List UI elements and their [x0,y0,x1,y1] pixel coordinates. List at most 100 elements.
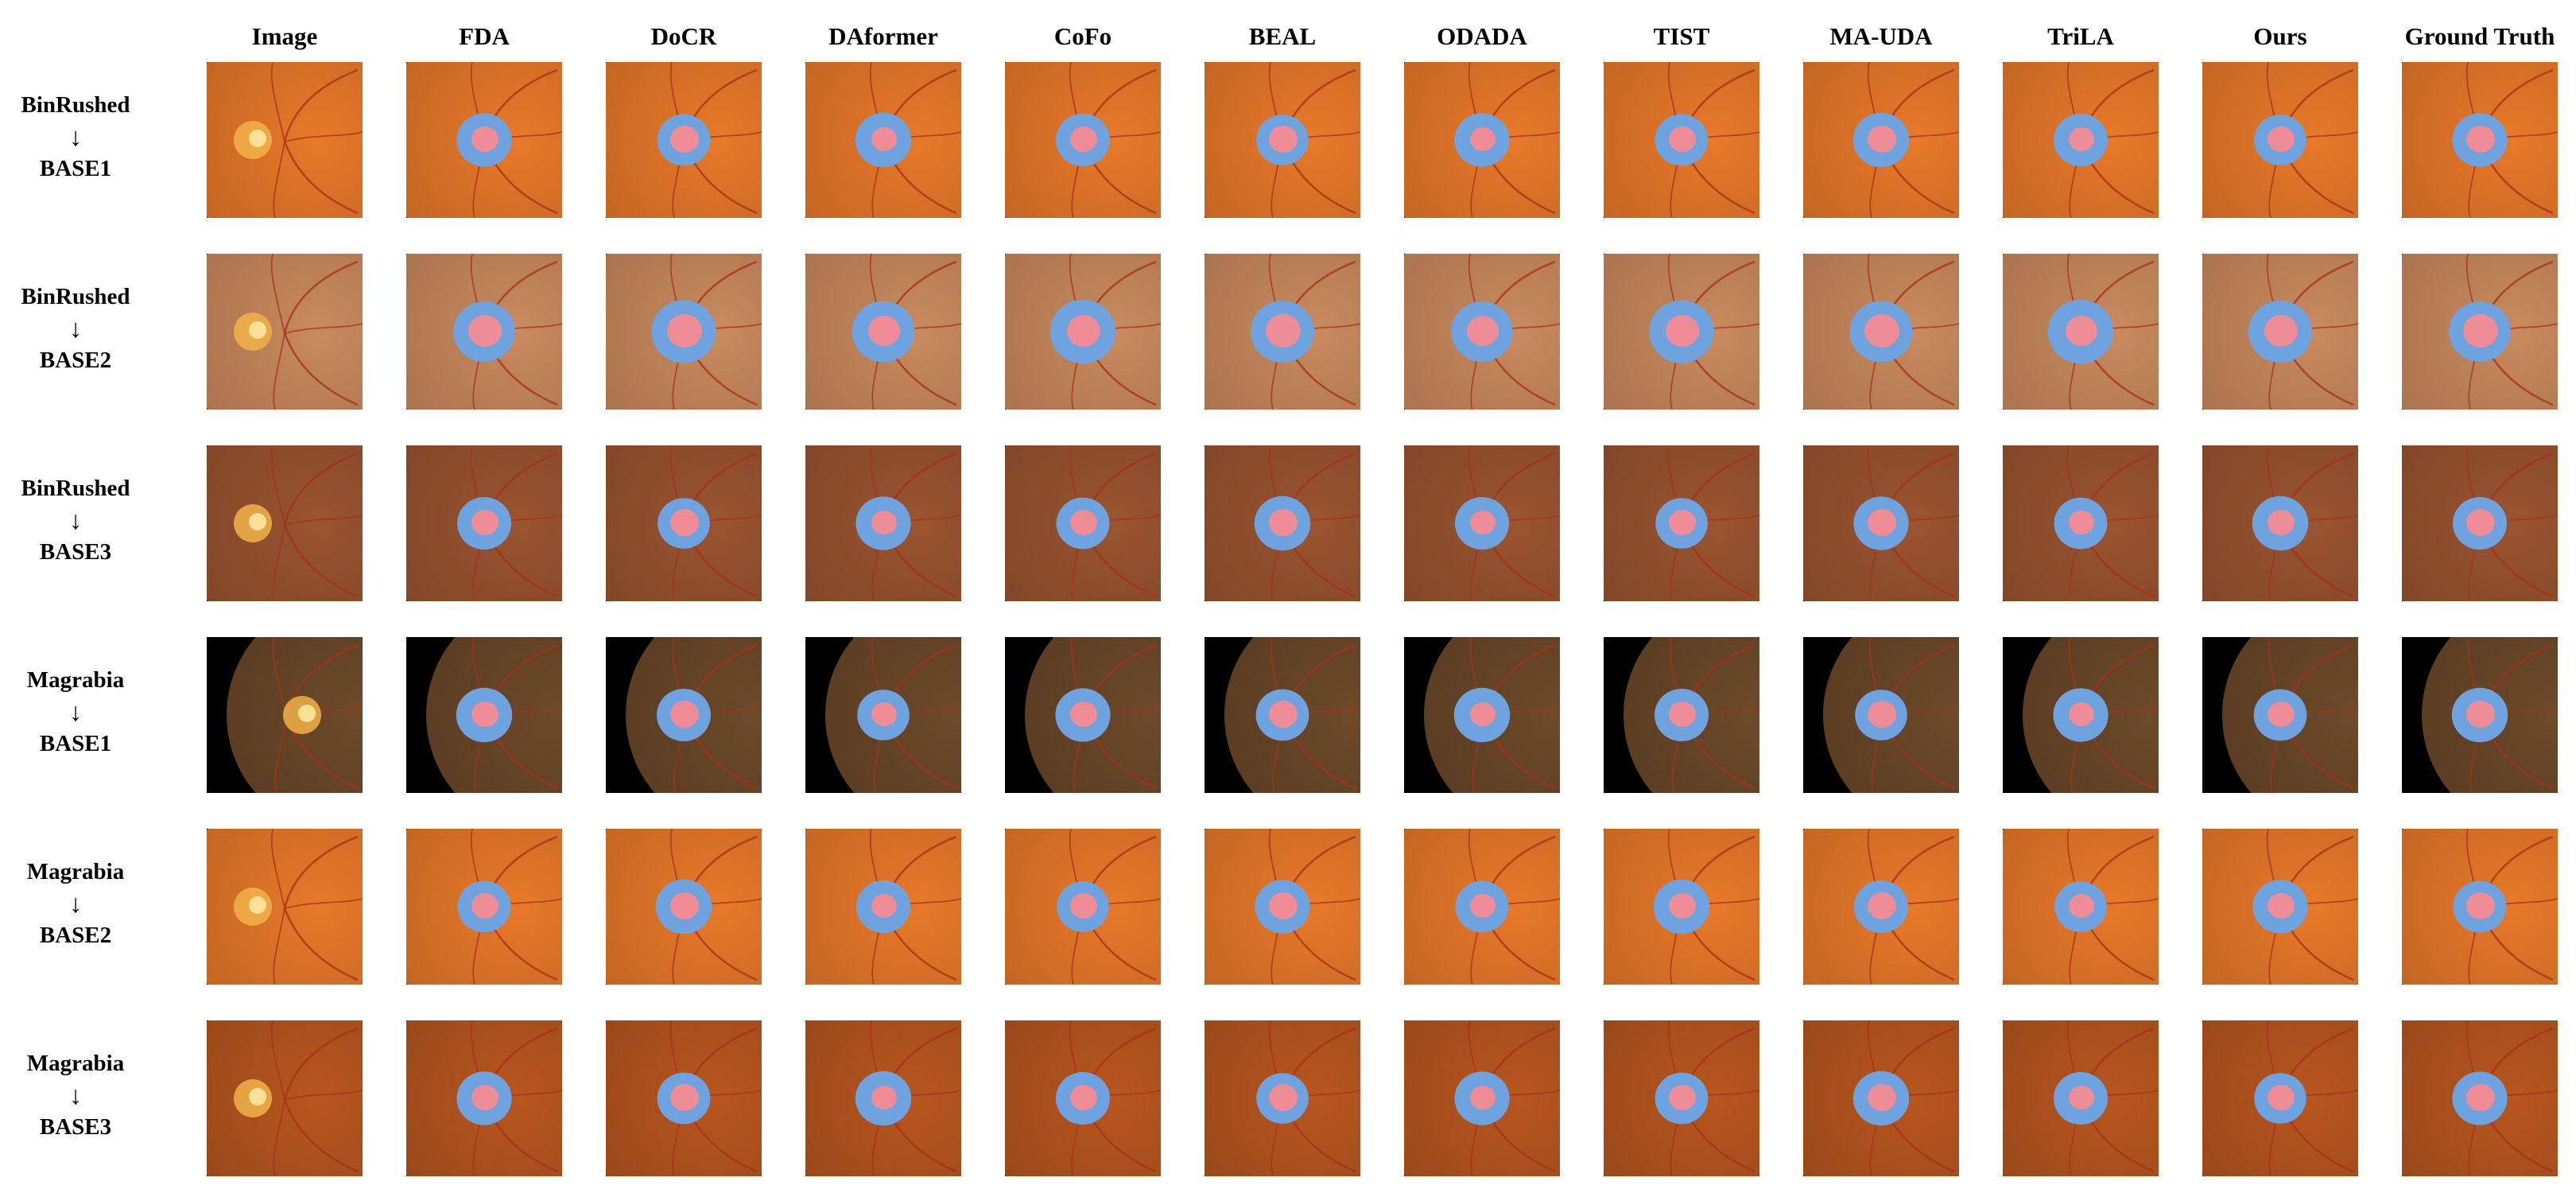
result-cell [1005,1020,1161,1176]
result-cell [606,62,762,218]
segmentation-overlay [1604,62,1759,218]
row-label-5: Magrabia ↓ BASE3 [0,1047,151,1143]
segmentation-overlay [1604,254,1759,410]
result-cell [1404,254,1560,410]
optic-cup-mask [868,316,900,346]
optic-cup-mask [871,127,897,151]
result-cell [406,829,562,985]
segmentation-overlay [1205,637,1360,793]
result-cell [2402,62,2558,218]
optic-cup-mask [871,511,897,534]
segmentation-overlay [1404,445,1560,601]
segmentation-overlay [2202,445,2358,601]
optic-cup-mask [1269,892,1298,919]
segmentation-overlay [1005,254,1161,410]
result-cell [2202,445,2358,601]
blood-vessel [283,141,359,215]
result-cell [406,62,562,218]
segmentation-overlay [805,445,961,601]
result-cell [1005,254,1161,410]
optic-cup-mask [1470,894,1496,918]
column-header-2: DoCR [650,22,717,50]
column-header-0: Image [251,22,318,50]
optic-cup-mask [2466,1084,2495,1111]
result-cell [1205,829,1360,985]
down-arrow-icon: ↓ [69,314,82,343]
segmentation-overlay [2402,254,2558,410]
column-header-6: ODADA [1437,22,1527,50]
fundus-image [207,1020,363,1176]
result-cell [1404,445,1560,601]
blood-vessel [270,254,285,334]
segmentation-overlay [1404,62,1560,218]
result-cell [406,254,562,410]
segmentation-overlay [1604,829,1759,985]
row-label-4: Magrabia ↓ BASE2 [0,856,151,951]
result-cell [2402,829,2558,985]
blood-vessel [283,907,359,981]
segmentation-overlay [406,62,562,218]
optic-cup-mask [471,701,499,727]
result-cell [2202,637,2358,793]
blood-vessel [283,452,359,526]
blood-vessel [284,1090,363,1101]
result-cell [1205,637,1360,793]
segmentation-overlay [2003,637,2159,793]
result-cell [1404,829,1560,985]
segmentation-overlay [1005,1020,1161,1176]
segmentation-overlay [2202,1020,2358,1176]
segmentation-overlay [2402,637,2558,793]
result-cell [606,1020,762,1176]
segmentation-overlay [1005,62,1161,218]
optic-cup-mask [2463,314,2498,348]
blood-vessel [284,898,363,909]
optic-cup-mask [2466,701,2495,728]
blood-vessel [283,835,359,909]
segmentation-overlay [1803,829,1959,985]
segmentation-overlay [606,637,762,793]
optic-cup-mask [2069,894,2094,918]
optic-cup-bright [249,513,266,530]
result-cell [2003,62,2159,218]
segmentation-overlay [406,254,562,410]
row-target-domain: BASE1 [39,731,112,756]
optic-cup-mask [2268,510,2295,535]
segmentation-overlay [2003,445,2159,601]
down-arrow-icon: ↓ [69,1081,82,1109]
result-cell [2202,829,2358,985]
segmentation-overlay [1404,637,1560,793]
result-cell [1404,62,1560,218]
blood-vessel [270,62,285,142]
optic-cup-mask [1669,1085,1696,1110]
blood-vessel [274,716,287,793]
segmentation-overlay [2202,62,2358,218]
blood-vessel [284,131,363,142]
optic-cup-mask [1269,509,1298,536]
result-cell [805,829,961,985]
result-cell [606,829,762,985]
optic-cup-mask [471,893,499,919]
result-cell [2202,254,2358,410]
column-header-4: CoFo [1053,22,1112,50]
result-cell [2402,1020,2558,1176]
segmentation-overlay [1803,254,1959,410]
segmentation-overlay [406,829,562,985]
optic-cup-mask [1864,314,1899,348]
result-cell [2202,1020,2358,1176]
result-cell [1604,637,1759,793]
result-cell [1604,829,1759,985]
result-cell [207,254,363,410]
blood-vessel [273,1099,285,1176]
optic-cup-mask [670,509,699,536]
result-cell [606,254,762,410]
optic-cup-mask [468,315,502,347]
result-cell [2003,637,2159,793]
optic-cup-mask [471,126,499,152]
result-cell [1205,445,1360,601]
result-cell [1005,62,1161,218]
optic-cup-mask [2268,701,2295,727]
segmentation-overlay [2003,829,2159,985]
result-cell [1803,445,1959,601]
optic-cup-mask [1868,1084,1896,1111]
optic-cup-mask [1669,510,1696,535]
